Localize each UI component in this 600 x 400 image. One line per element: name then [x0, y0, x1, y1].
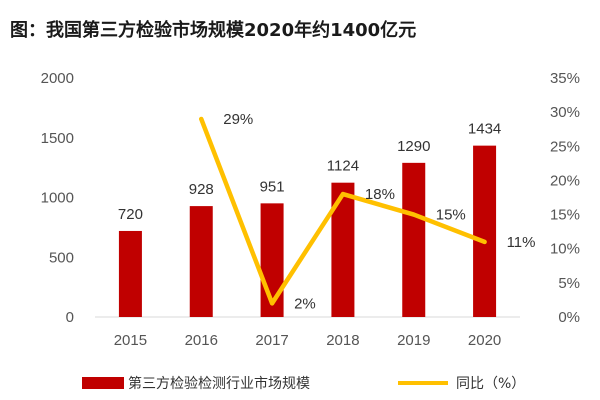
bar — [189, 206, 213, 317]
bar — [331, 182, 355, 317]
bar — [118, 230, 142, 317]
y-right-axis: 0% 5% 10% 15% 20% 25% 30% 35% — [550, 70, 580, 326]
line-series — [199, 116, 487, 306]
y-right-tick-label: 20% — [550, 172, 580, 189]
y-right-tick-label: 10% — [550, 241, 580, 258]
yoy-value-label: 2% — [294, 295, 316, 312]
y-left-tick-label: 2000 — [41, 70, 74, 87]
y-right-tick-label: 0% — [558, 309, 580, 326]
x-tick-label: 2019 — [397, 332, 430, 349]
yoy-point — [270, 301, 275, 306]
yoy-value-label: 29% — [223, 111, 253, 128]
y-right-tick-label: 30% — [550, 104, 580, 121]
bar-value-label: 1124 — [327, 158, 359, 175]
yoy-point — [411, 212, 416, 217]
x-tick-label: 2016 — [185, 332, 218, 349]
yoy-value-label: 18% — [365, 186, 395, 203]
legend-bar-swatch — [82, 377, 124, 389]
bar — [473, 145, 497, 317]
legend: 第三方检验检测行业市场规模 同比（%） — [82, 375, 525, 392]
bar-value-label: 1290 — [397, 138, 430, 155]
x-axis: 2015 2016 2017 2018 2019 2020 — [95, 316, 520, 349]
yoy-point — [199, 116, 204, 121]
y-left-axis: 0 500 1000 1500 2000 — [41, 70, 74, 326]
bar-value-label: 720 — [118, 206, 143, 223]
x-tick-label: 2017 — [255, 332, 288, 349]
y-right-tick-label: 35% — [550, 70, 580, 87]
y-left-tick-label: 1000 — [41, 190, 74, 207]
yoy-value-label: 15% — [436, 207, 466, 224]
chart-title: 图：我国第三方检验市场规模2020年约1400亿元 — [10, 20, 417, 41]
bar-value-label: 951 — [260, 178, 285, 195]
x-tick-label: 2020 — [468, 332, 501, 349]
legend-line-label: 同比（%） — [456, 376, 525, 392]
y-left-tick-label: 0 — [66, 309, 74, 326]
bar-value-label: 928 — [189, 181, 214, 198]
yoy-value-label: 11% — [507, 234, 536, 251]
x-tick-label: 2015 — [114, 332, 147, 349]
x-tick-label: 2018 — [326, 332, 359, 349]
bar-data-labels: 720 928 951 1124 1290 1434 — [118, 121, 501, 223]
bar — [402, 162, 426, 317]
bar-value-label: 1434 — [468, 121, 501, 138]
line-data-labels: 29% 2% 18% 15% 11% — [223, 111, 535, 312]
yoy-point — [482, 239, 487, 244]
y-right-tick-label: 25% — [550, 138, 580, 155]
yoy-point — [340, 192, 345, 197]
y-left-tick-label: 500 — [49, 249, 74, 266]
y-right-tick-label: 5% — [558, 275, 580, 292]
legend-bar-label: 第三方检验检测行业市场规模 — [128, 375, 310, 392]
y-left-tick-label: 1500 — [41, 130, 74, 147]
bar-series — [118, 145, 497, 317]
y-right-tick-label: 15% — [550, 207, 580, 224]
